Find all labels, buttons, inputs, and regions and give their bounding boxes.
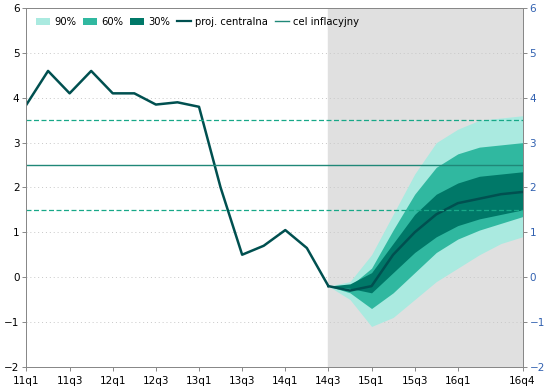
Legend: 90%, 60%, 30%, proj. centralna, cel inflacyjny: 90%, 60%, 30%, proj. centralna, cel infl… bbox=[34, 15, 361, 29]
Bar bbox=[328, 8, 523, 367]
